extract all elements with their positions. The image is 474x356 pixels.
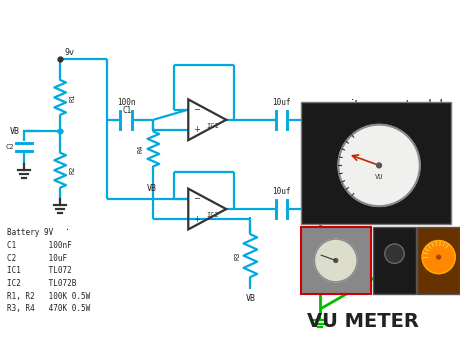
Text: VB: VB: [246, 294, 255, 303]
Text: −: −: [193, 194, 200, 203]
Text: R3, R4   470K 0.5W: R3, R4 470K 0.5W: [7, 304, 90, 313]
Text: 9v: 9v: [64, 48, 74, 57]
Text: 100n: 100n: [117, 98, 136, 107]
Text: VB: VB: [9, 127, 20, 136]
Circle shape: [338, 125, 420, 206]
Text: R4: R4: [137, 145, 144, 153]
Bar: [301, 226, 371, 294]
Text: C2       10uF: C2 10uF: [7, 254, 67, 263]
Bar: [417, 226, 460, 294]
Text: .: .: [65, 222, 70, 232]
Text: IC2      TL072B: IC2 TL072B: [7, 279, 76, 288]
Text: 10uf: 10uf: [272, 98, 291, 107]
Circle shape: [377, 163, 382, 168]
Text: C1: C1: [122, 106, 132, 115]
Circle shape: [314, 239, 357, 282]
Text: IC2: IC2: [206, 212, 219, 218]
Text: R1: R1: [70, 93, 76, 102]
Text: −: −: [193, 105, 200, 114]
Text: IC1      TL072: IC1 TL072: [7, 266, 72, 275]
Text: R3: R3: [235, 251, 241, 260]
Text: VB: VB: [146, 184, 156, 193]
Text: +: +: [193, 215, 200, 224]
Text: guitar amp/pedals: guitar amp/pedals: [335, 99, 449, 112]
Circle shape: [437, 255, 441, 259]
Text: +: +: [193, 125, 200, 135]
Text: 10uf: 10uf: [272, 188, 291, 197]
Circle shape: [334, 258, 338, 262]
Text: R1, R2   100K 0.5W: R1, R2 100K 0.5W: [7, 292, 90, 300]
Text: VU: VU: [375, 174, 383, 180]
Text: C1       100nF: C1 100nF: [7, 241, 72, 250]
Text: C2: C2: [5, 144, 14, 150]
Circle shape: [385, 244, 404, 263]
Text: VU METER: VU METER: [307, 312, 419, 331]
Circle shape: [422, 241, 455, 274]
Bar: [373, 226, 416, 294]
Text: R2: R2: [70, 166, 76, 174]
Bar: [301, 102, 451, 224]
Text: IC1: IC1: [206, 122, 219, 129]
Text: Battery 9V: Battery 9V: [7, 229, 53, 237]
